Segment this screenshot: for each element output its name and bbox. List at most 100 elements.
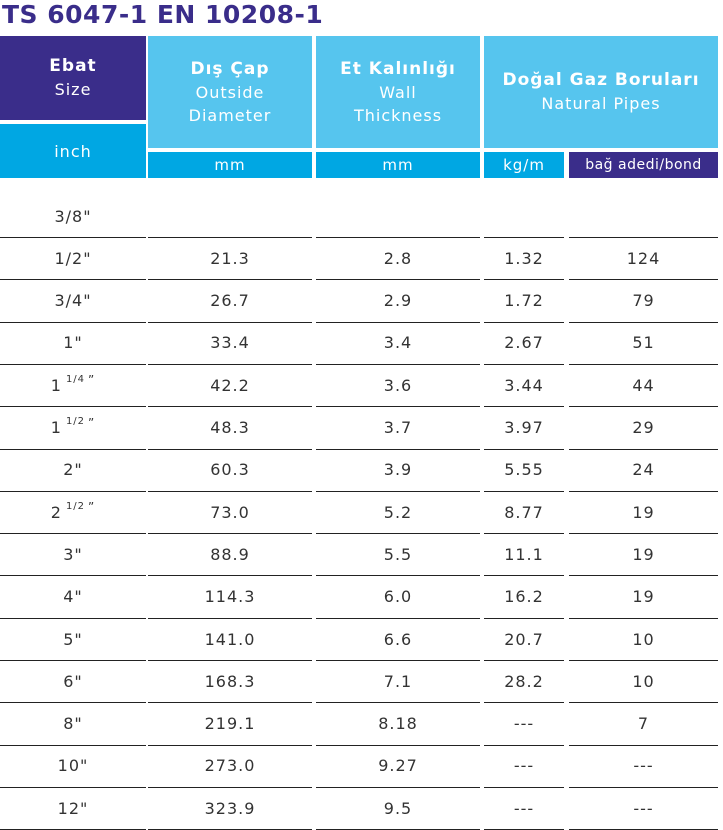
row-divider (484, 702, 564, 704)
table-row: 1 1/4” 42.2 3.6 3.44 44 (0, 365, 723, 408)
cell-outside-diameter: 88.9 (210, 544, 250, 564)
cell-size: 1/2" (54, 248, 92, 268)
table-row: 5" 141.0 6.6 20.7 10 (0, 619, 723, 661)
row-divider (148, 406, 312, 408)
row-divider (316, 321, 480, 323)
size-fraction: 1/2 (65, 500, 86, 512)
row-divider (569, 617, 718, 619)
row-divider (148, 321, 312, 323)
cell-size: 12" (57, 798, 89, 818)
cell-wall-thickness: 8.18 (378, 714, 418, 734)
row-divider (148, 786, 312, 788)
row-divider (316, 363, 480, 365)
row-divider (569, 490, 718, 492)
cell-kg-per-m: 16.2 (504, 587, 544, 607)
cell-bond-count: 10 (632, 671, 655, 691)
cell-outside-diameter: 73.0 (210, 502, 250, 522)
cell-kg-per-m: 3.97 (504, 418, 544, 437)
row-divider (0, 744, 146, 746)
row-divider (316, 279, 480, 281)
cell-outside-diameter: 168.3 (204, 671, 256, 691)
cell-wall-thickness: 6.0 (383, 587, 413, 607)
row-divider (569, 406, 718, 408)
row-divider (148, 279, 312, 281)
cell-bond-count: --- (633, 798, 654, 818)
row-divider (148, 448, 312, 450)
row-divider (569, 237, 718, 238)
cell-kg-per-m: 20.7 (504, 629, 544, 649)
header-od-en2: Diameter (188, 105, 272, 125)
row-divider (484, 617, 564, 619)
row-divider (316, 490, 480, 492)
cell-bond-count: 24 (632, 460, 655, 480)
row-divider (569, 321, 718, 323)
row-divider (484, 660, 564, 661)
row-divider (148, 533, 312, 535)
header-od-en1: Outside (195, 82, 265, 102)
row-divider (148, 744, 312, 746)
inch-mark: ” (88, 373, 96, 388)
size-fraction: 1/2 (65, 416, 86, 427)
page-title: TS 6047-1 EN 10208-1 (2, 0, 324, 29)
cell-outside-diameter: 33.4 (210, 333, 250, 353)
cell-bond-count (569, 196, 718, 236)
table-row: 2 1/2” 73.0 5.2 8.77 19 (0, 492, 723, 535)
row-divider (484, 575, 564, 577)
row-divider (569, 448, 718, 450)
size-whole: 1 (50, 418, 62, 437)
cell-bond-count: 19 (632, 587, 655, 607)
cell-kg-per-m: 5.55 (504, 460, 544, 480)
table-row: 2" 60.3 3.9 5.55 24 (0, 450, 723, 492)
row-divider (484, 321, 564, 323)
row-divider (484, 237, 564, 238)
size-whole: 2 (50, 502, 62, 522)
unit-wt-mm: mm (316, 152, 480, 178)
cell-size: 2" (63, 460, 83, 480)
cell-wall-thickness: 3.4 (383, 333, 413, 353)
row-divider (316, 237, 480, 238)
unit-kgm: kg/m (484, 152, 564, 178)
row-divider (148, 617, 312, 619)
cell-bond-count: 19 (632, 502, 655, 522)
cell-size: 8" (63, 714, 83, 734)
row-divider (484, 406, 564, 408)
header-gas-tr: Doğal Gaz Boruları (502, 70, 700, 90)
row-divider (569, 702, 718, 704)
row-divider (316, 448, 480, 450)
size-whole: 1 (50, 375, 62, 395)
cell-size: 5" (63, 629, 83, 649)
header-wt-en1: Wall (379, 82, 417, 102)
header-wt: Et Kalınlığı Wall Thickness (316, 36, 480, 148)
row-divider (569, 744, 718, 746)
cell-kg-per-m: 28.2 (504, 671, 544, 691)
cell-size: 4" (63, 587, 83, 607)
inch-mark: ” (88, 500, 96, 515)
header-size: Ebat Size (0, 36, 146, 120)
header-size-en: Size (54, 80, 92, 99)
cell-kg-per-m: 1.72 (504, 291, 544, 311)
header-wt-en2: Thickness (353, 105, 443, 125)
cell-outside-diameter: 60.3 (210, 460, 250, 480)
row-divider (0, 363, 146, 365)
row-divider (484, 533, 564, 535)
header-size-tr: Ebat (49, 56, 97, 76)
cell-size: 3/4" (54, 291, 92, 311)
cell-size: 1" (63, 333, 83, 353)
row-divider (0, 321, 146, 323)
header-od: Dış Çap Outside Diameter (148, 36, 312, 148)
row-divider (316, 786, 480, 788)
table-row: 3/8" (0, 196, 723, 238)
cell-bond-count: 51 (632, 333, 655, 353)
row-divider (316, 660, 480, 661)
row-divider (569, 279, 718, 281)
row-divider (569, 786, 718, 788)
row-divider (316, 744, 480, 746)
cell-size: 2 1/2” (0, 492, 146, 532)
table-row: 1 1/2” 48.3 3.7 3.97 29 (0, 408, 723, 450)
cell-wall-thickness: 2.8 (383, 248, 413, 268)
inch-mark: ” (88, 415, 96, 430)
row-divider (316, 702, 480, 704)
cell-bond-count: 7 (637, 714, 650, 734)
table-row: 1" 33.4 3.4 2.67 51 (0, 323, 723, 365)
cell-bond-count: 19 (632, 544, 655, 564)
